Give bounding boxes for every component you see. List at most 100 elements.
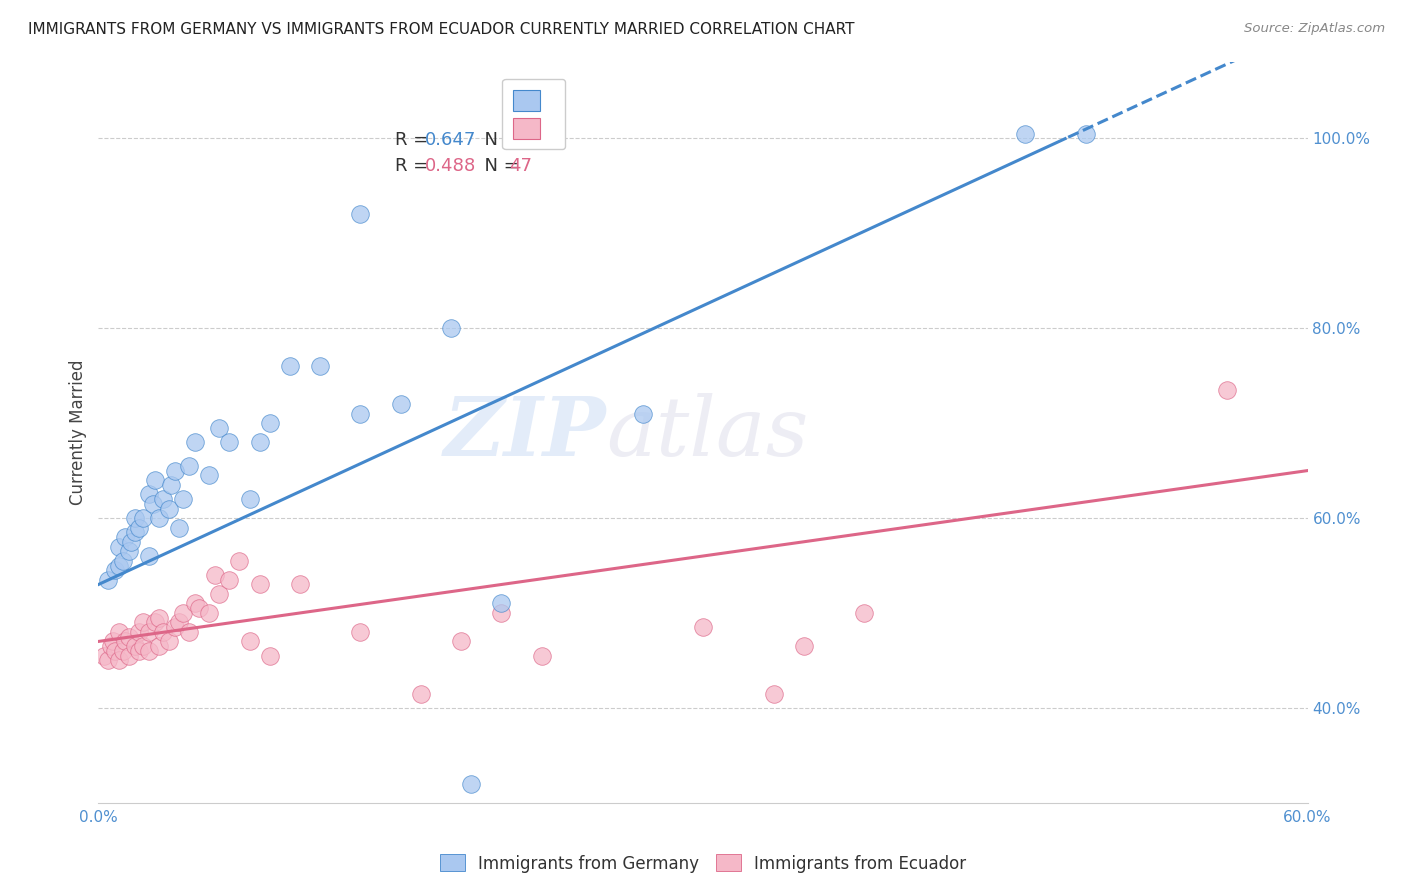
Point [228,554,250,568]
Point [138,644,160,658]
Point [204,568,226,582]
Point [138,487,160,501]
Point [157,501,180,516]
Point [249,435,271,450]
Point [97,653,120,667]
Point [107,624,129,639]
Text: N =: N = [474,131,524,149]
Point [138,624,160,639]
Point [118,630,141,644]
Point [440,321,463,335]
Point [103,563,125,577]
Point [93,648,115,663]
Point [167,615,190,630]
Point [148,639,170,653]
Point [128,520,150,534]
Point [491,606,513,620]
Point [148,511,170,525]
Point [218,573,240,587]
Point [163,464,186,478]
Legend: Immigrants from Germany, Immigrants from Ecuador: Immigrants from Germany, Immigrants from… [433,847,973,880]
Point [278,359,301,374]
Point [124,511,146,525]
Point [530,648,553,663]
Point [259,648,281,663]
Point [152,491,174,506]
Point [309,359,332,374]
Point [208,587,231,601]
Point [184,435,207,450]
Point [349,407,371,421]
Point [132,639,155,653]
Point [239,634,262,648]
Point [142,497,165,511]
Point [120,534,142,549]
Point [218,435,240,450]
Point [103,644,125,658]
Text: 0.488: 0.488 [425,157,477,175]
Point [118,544,141,558]
Point [631,407,654,421]
Text: 40: 40 [509,131,533,149]
Point [148,610,170,624]
Point [138,549,160,563]
Point [184,597,207,611]
Point [172,606,194,620]
Point [239,491,262,506]
Point [450,634,472,648]
Point [853,606,876,620]
Point [288,577,311,591]
Point [460,777,482,791]
Text: 0.647: 0.647 [425,131,477,149]
Point [491,597,513,611]
Point [762,687,785,701]
Point [259,416,281,430]
Point [692,620,714,634]
Y-axis label: Currently Married: Currently Married [69,359,87,506]
Point [249,577,271,591]
Point [111,554,134,568]
Point [163,620,186,634]
Point [157,634,180,648]
Point [1014,127,1036,141]
Point [124,525,146,540]
Text: R =: R = [395,131,433,149]
Point [107,540,129,554]
Point [1216,383,1239,397]
Point [208,421,231,435]
Point [107,558,129,573]
Point [111,644,134,658]
Point [152,624,174,639]
Point [97,573,120,587]
Point [128,644,150,658]
Point [172,491,194,506]
Point [118,648,141,663]
Point [160,478,183,492]
Point [114,530,136,544]
Point [132,511,155,525]
Point [143,615,166,630]
Point [409,687,432,701]
Legend: , : , [502,78,565,150]
Point [179,624,201,639]
Point [132,615,155,630]
Point [198,468,221,483]
Point [389,397,412,411]
Point [167,520,190,534]
Text: Source: ZipAtlas.com: Source: ZipAtlas.com [1244,22,1385,36]
Text: 47: 47 [509,157,533,175]
Point [179,458,201,473]
Point [188,601,211,615]
Point [107,653,129,667]
Point [1074,127,1097,141]
Text: ZIP: ZIP [444,392,606,473]
Point [124,639,146,653]
Point [128,624,150,639]
Text: R =: R = [395,157,433,175]
Point [349,624,371,639]
Point [114,634,136,648]
Point [100,639,122,653]
Point [198,606,221,620]
Text: IMMIGRANTS FROM GERMANY VS IMMIGRANTS FROM ECUADOR CURRENTLY MARRIED CORRELATION: IMMIGRANTS FROM GERMANY VS IMMIGRANTS FR… [28,22,855,37]
Point [143,473,166,487]
